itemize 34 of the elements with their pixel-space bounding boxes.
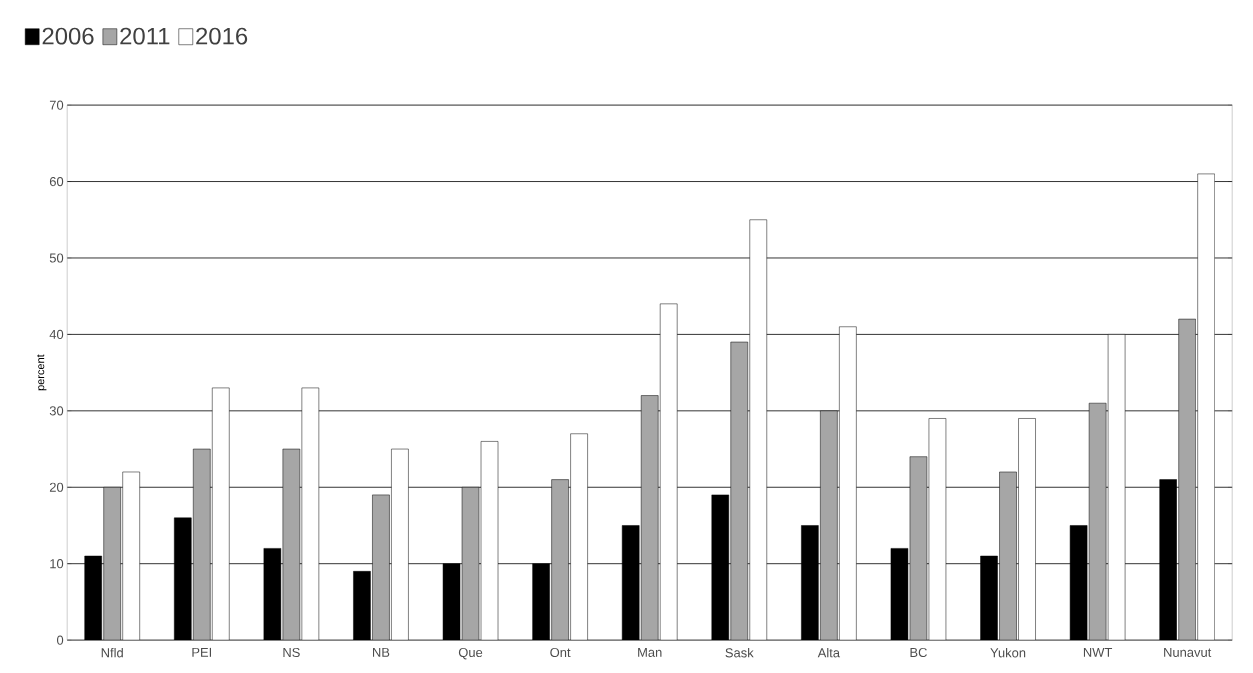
x-tick-label: NB	[373, 647, 390, 657]
bar	[103, 487, 121, 641]
legend-label: 2006	[42, 27, 94, 45]
x-tick-label: Nfld	[101, 647, 123, 658]
bar	[372, 494, 390, 641]
bar	[820, 410, 838, 641]
x-tick-label: PEI	[192, 647, 212, 657]
y-tick-label: 30	[49, 406, 64, 416]
x-tick-label: BC	[910, 647, 927, 658]
legend-label: 2016	[196, 27, 248, 45]
x-tick-label: Nunavut	[1164, 647, 1212, 657]
bar	[730, 341, 749, 641]
y-tick-label: 70	[49, 100, 64, 110]
bar	[640, 395, 659, 641]
x-tick-label: NS	[283, 647, 300, 658]
x-tick-label: Ont	[550, 647, 571, 658]
bar	[551, 479, 569, 641]
y-axis-title: percent	[37, 354, 47, 391]
y-tick-label: 10	[50, 559, 64, 569]
x-tick-label: Sask	[725, 647, 754, 658]
x-tick-label: Que	[458, 647, 483, 660]
legend-label: 2011	[120, 27, 170, 45]
x-tick-label: Yukon	[990, 647, 1026, 658]
bar	[1178, 318, 1196, 641]
y-tick-label: 20	[49, 482, 64, 492]
y-tick-label: 40	[49, 329, 64, 339]
x-tick-label: Man	[638, 647, 662, 657]
bar	[193, 448, 211, 641]
bar	[999, 471, 1017, 641]
x-tick-label: NWT	[1083, 647, 1113, 657]
y-tick-label: 60	[49, 176, 64, 187]
y-tick-label: 50	[49, 253, 64, 263]
y-tick-label: 0	[56, 635, 64, 645]
x-tick-label: Alta	[817, 647, 841, 658]
